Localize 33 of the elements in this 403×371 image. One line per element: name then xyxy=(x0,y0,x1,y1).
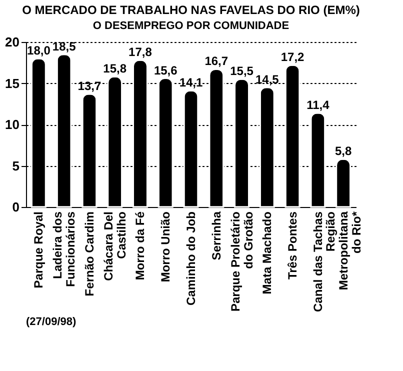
x-tick-label: Três Pontes xyxy=(286,211,300,280)
y-tick-label: 20 xyxy=(5,34,20,50)
data-label: 18,5 xyxy=(52,39,76,54)
data-label: 15,8 xyxy=(103,62,127,76)
data-label: 11,4 xyxy=(306,98,330,112)
y-tick-label: 10 xyxy=(5,117,20,132)
x-tick-label: Caminho do Job xyxy=(184,212,198,306)
data-label: 17,2 xyxy=(280,50,305,64)
y-tick-label: 15 xyxy=(5,76,20,91)
x-tick-label: Morro União xyxy=(158,212,173,282)
data-label: 13,7 xyxy=(78,78,102,93)
x-tick-label: Serrinha xyxy=(209,211,224,260)
data-label: 15,5 xyxy=(230,64,254,78)
x-tick-label: Canal das Tachas xyxy=(310,211,325,312)
x-tick-label: Parque Proletário do Grotão xyxy=(228,212,256,312)
chart-subtitle: O DESEMPREGO POR COMUNIDADE xyxy=(92,20,290,32)
text: (27/09/98) xyxy=(26,316,76,328)
x-tick-label: Região Metropolitana do Rio* xyxy=(323,211,364,290)
x-tick-label: Fernão Cardim xyxy=(82,212,96,296)
data-label: 15,6 xyxy=(154,63,178,78)
y-tick-label: 5 xyxy=(12,158,20,174)
x-tick-label: Mata Machado xyxy=(260,212,274,294)
x-tick-label: Morro da Fé xyxy=(133,211,148,280)
x-tick-label: Parque Royal xyxy=(32,212,46,288)
x-tick-label: Ladeira dos Funcionários xyxy=(50,211,78,287)
data-label: 14,5 xyxy=(255,72,280,86)
data-label: 5,8 xyxy=(334,144,352,158)
x-tick-label: Chácara Del Castilho xyxy=(101,212,128,281)
chart-title: O MERCADO DE TRABALHO NAS FAVELAS DO RIO (EM%) xyxy=(22,3,360,17)
data-label: 18,0 xyxy=(27,44,51,58)
data-label: 17,8 xyxy=(128,45,152,60)
y-tick-label: 0 xyxy=(12,200,20,214)
data-label: 16,7 xyxy=(204,54,228,68)
